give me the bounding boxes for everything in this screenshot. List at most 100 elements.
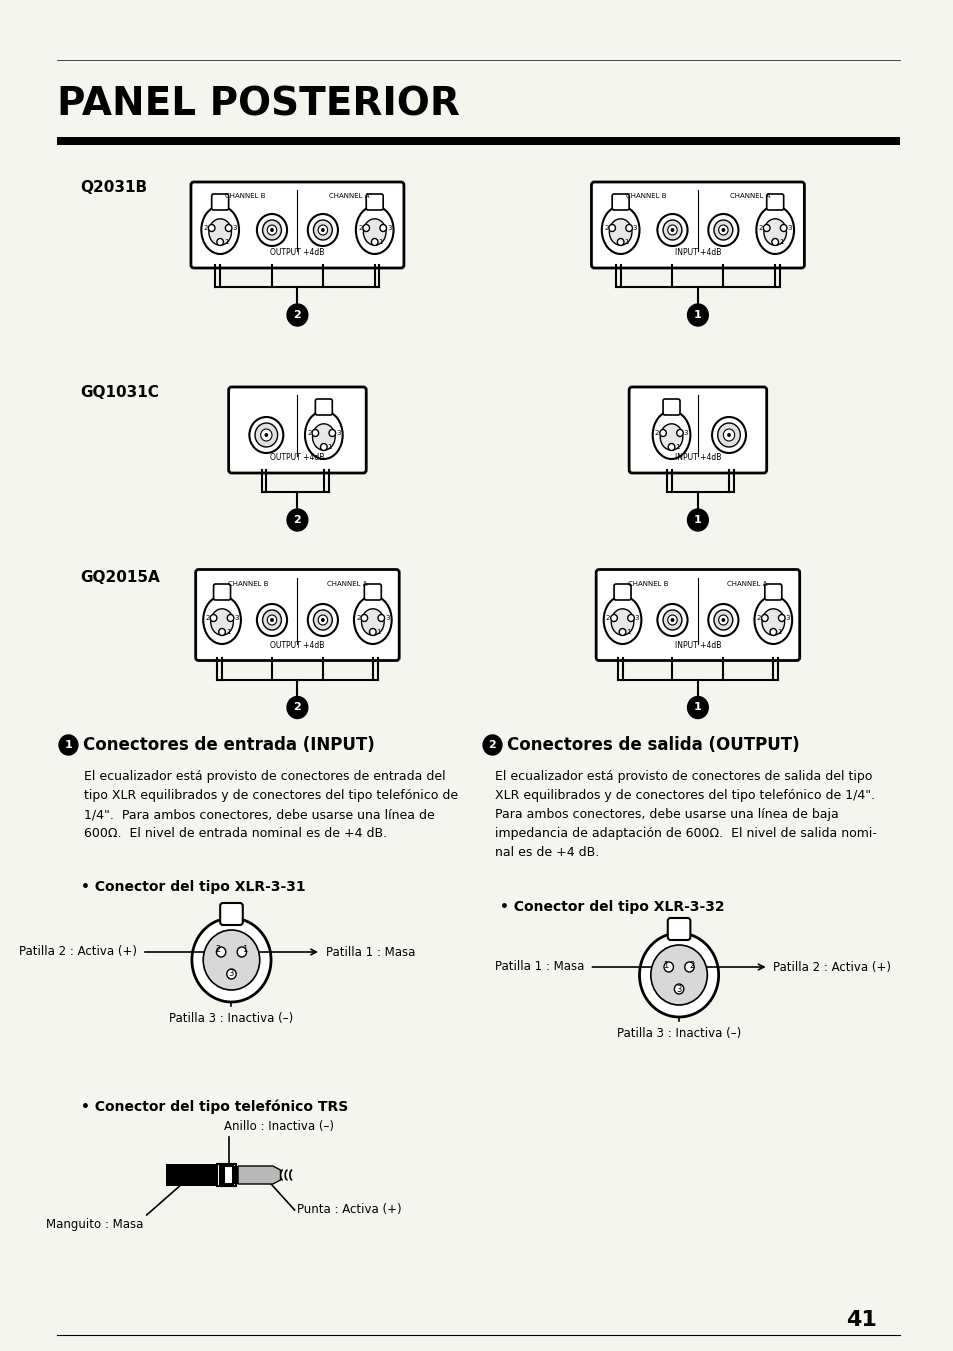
Text: Conectores de entrada (INPUT): Conectores de entrada (INPUT) bbox=[83, 736, 374, 754]
Circle shape bbox=[707, 604, 738, 636]
Ellipse shape bbox=[355, 205, 394, 254]
Text: Punta : Activa (+): Punta : Activa (+) bbox=[297, 1204, 401, 1216]
Circle shape bbox=[320, 617, 324, 621]
Text: INPUT +4dB: INPUT +4dB bbox=[674, 640, 720, 650]
Text: 1: 1 bbox=[242, 946, 247, 955]
Circle shape bbox=[659, 430, 665, 436]
Text: 1: 1 bbox=[224, 239, 228, 245]
Ellipse shape bbox=[652, 411, 690, 459]
Circle shape bbox=[713, 220, 732, 240]
Circle shape bbox=[237, 947, 246, 957]
Text: Patilla 1 : Masa: Patilla 1 : Masa bbox=[495, 961, 584, 974]
Text: Manguito : Masa: Manguito : Masa bbox=[47, 1219, 144, 1231]
Circle shape bbox=[377, 615, 384, 621]
Ellipse shape bbox=[363, 219, 386, 245]
Circle shape bbox=[308, 213, 337, 246]
Text: 3: 3 bbox=[784, 615, 789, 621]
Bar bbox=[217, 1165, 236, 1186]
Text: Patilla 1 : Masa: Patilla 1 : Masa bbox=[325, 946, 415, 958]
Ellipse shape bbox=[354, 596, 392, 644]
Circle shape bbox=[482, 735, 501, 755]
FancyBboxPatch shape bbox=[366, 195, 383, 209]
Circle shape bbox=[639, 934, 718, 1017]
Text: 3: 3 bbox=[229, 970, 233, 978]
FancyBboxPatch shape bbox=[614, 584, 630, 600]
Text: 2: 2 bbox=[294, 515, 301, 526]
FancyBboxPatch shape bbox=[596, 570, 799, 661]
FancyBboxPatch shape bbox=[220, 902, 242, 925]
Text: 3: 3 bbox=[335, 430, 340, 436]
Text: 3: 3 bbox=[234, 615, 238, 621]
Text: INPUT +4dB: INPUT +4dB bbox=[674, 249, 720, 257]
Text: OUTPUT +4dB: OUTPUT +4dB bbox=[270, 640, 324, 650]
Text: 3: 3 bbox=[632, 226, 637, 231]
Circle shape bbox=[59, 735, 78, 755]
Circle shape bbox=[312, 430, 318, 436]
Circle shape bbox=[684, 962, 694, 971]
Text: 1: 1 bbox=[327, 444, 332, 450]
FancyBboxPatch shape bbox=[212, 195, 229, 209]
Circle shape bbox=[371, 239, 377, 246]
Text: 2: 2 bbox=[294, 309, 301, 320]
Circle shape bbox=[722, 430, 734, 440]
Text: CHANNEL A: CHANNEL A bbox=[729, 193, 769, 199]
Circle shape bbox=[687, 304, 707, 326]
Circle shape bbox=[360, 615, 367, 621]
Text: Patilla 2 : Activa (+): Patilla 2 : Activa (+) bbox=[19, 946, 137, 958]
Text: • Conector del tipo XLR-3-32: • Conector del tipo XLR-3-32 bbox=[499, 900, 724, 915]
Text: OUTPUT +4dB: OUTPUT +4dB bbox=[270, 453, 324, 462]
Ellipse shape bbox=[603, 596, 640, 644]
Polygon shape bbox=[238, 1166, 280, 1183]
FancyBboxPatch shape bbox=[195, 570, 398, 661]
Text: 2: 2 bbox=[357, 226, 362, 231]
Text: 1: 1 bbox=[376, 630, 380, 635]
Text: 2: 2 bbox=[605, 615, 610, 621]
Ellipse shape bbox=[763, 219, 785, 245]
FancyBboxPatch shape bbox=[591, 182, 803, 267]
Ellipse shape bbox=[611, 609, 633, 635]
Circle shape bbox=[227, 615, 233, 621]
FancyBboxPatch shape bbox=[191, 182, 403, 267]
Text: • Conector del tipo telefónico TRS: • Conector del tipo telefónico TRS bbox=[81, 1100, 348, 1115]
Circle shape bbox=[650, 944, 706, 1005]
Ellipse shape bbox=[313, 424, 335, 450]
Ellipse shape bbox=[361, 609, 384, 635]
Text: Patilla 2 : Activa (+): Patilla 2 : Activa (+) bbox=[773, 961, 890, 974]
Text: XLR equilibrados y de conectores del tipo telefónico de 1/4".: XLR equilibrados y de conectores del tip… bbox=[495, 789, 875, 802]
FancyBboxPatch shape bbox=[612, 195, 628, 209]
Text: 1: 1 bbox=[65, 740, 72, 750]
Text: 1: 1 bbox=[624, 239, 628, 245]
Circle shape bbox=[718, 226, 727, 235]
Text: 1: 1 bbox=[777, 630, 781, 635]
Circle shape bbox=[771, 239, 778, 246]
Text: 2: 2 bbox=[307, 430, 312, 436]
Circle shape bbox=[670, 228, 674, 232]
Text: 2: 2 bbox=[654, 430, 659, 436]
Circle shape bbox=[711, 417, 745, 453]
Circle shape bbox=[667, 443, 674, 450]
Text: 1: 1 bbox=[662, 961, 668, 970]
Text: 3: 3 bbox=[786, 226, 791, 231]
Circle shape bbox=[267, 226, 276, 235]
Circle shape bbox=[362, 224, 369, 231]
FancyBboxPatch shape bbox=[766, 195, 782, 209]
Circle shape bbox=[218, 628, 225, 635]
Bar bbox=[233, 1166, 238, 1183]
Text: Anillo : Inactiva (–): Anillo : Inactiva (–) bbox=[224, 1120, 334, 1133]
Text: 3: 3 bbox=[387, 226, 391, 231]
Circle shape bbox=[625, 224, 632, 231]
FancyBboxPatch shape bbox=[213, 584, 231, 600]
Circle shape bbox=[720, 617, 724, 621]
Circle shape bbox=[762, 224, 769, 231]
Ellipse shape bbox=[209, 219, 232, 245]
Ellipse shape bbox=[659, 424, 682, 450]
Circle shape bbox=[720, 228, 724, 232]
Circle shape bbox=[203, 929, 259, 990]
Circle shape bbox=[329, 430, 335, 436]
Text: 3: 3 bbox=[676, 985, 681, 993]
Text: 1/4".  Para ambos conectores, debe usarse una línea de: 1/4". Para ambos conectores, debe usarse… bbox=[84, 808, 434, 821]
FancyBboxPatch shape bbox=[364, 584, 381, 600]
Ellipse shape bbox=[201, 205, 239, 254]
Text: CHANNEL B: CHANNEL B bbox=[625, 193, 665, 199]
Circle shape bbox=[249, 417, 283, 453]
